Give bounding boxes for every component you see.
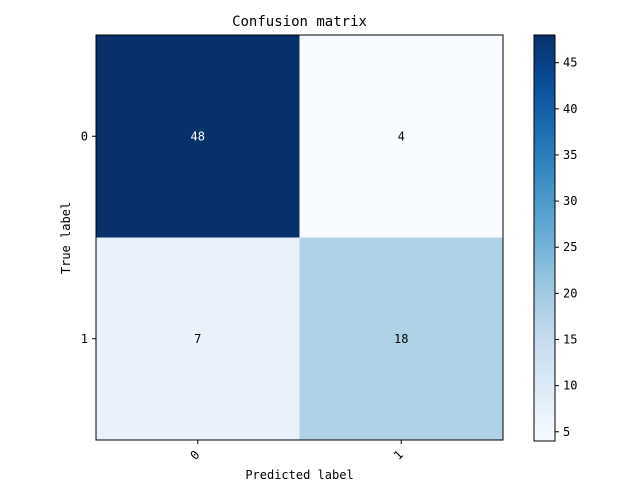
heatmap-cell-1-0 [96,237,300,441]
y-axis-label: True label [59,202,73,274]
heatmap-cell-labels: 48 4 7 18 [191,129,409,346]
colorbar-tick-label-2: 15 [563,333,577,347]
colorbar-tick-label-6: 35 [563,148,577,162]
cell-value-1-1: 18 [394,332,408,346]
colorbar-tick-label-1: 10 [563,379,577,393]
colorbar-tick-label-5: 30 [563,194,577,208]
y-axis-ticks: 01 [81,129,96,346]
colorbar-tick-label-3: 20 [563,286,577,300]
colorbar-tick-label-8: 45 [563,56,577,70]
heatmap-cell-1-1 [299,237,504,441]
colorbar-ticks: 5 10 15 20 25 30 35 40 45 [555,56,577,439]
chart-title: Confusion matrix [232,14,367,30]
colorbar-tick-label-4: 25 [563,240,577,254]
x-tick-label-0: 0 [187,448,202,463]
plot-frame [95,34,504,441]
colorbar-frame [533,34,556,442]
x-tick-label-1: 1 [391,448,406,463]
colorbar-tick-label-7: 40 [563,102,577,116]
cell-value-0-1: 4 [398,129,405,143]
colorbar-tick-label-0: 5 [563,425,570,439]
cell-value-0-0: 48 [191,129,205,143]
x-axis-label: Predicted label [245,468,353,480]
heatmap-cell-0-0 [96,35,300,238]
heatmap-cell-0-1 [299,35,504,238]
cell-value-1-0: 7 [194,332,201,346]
y-tick-label-0: 0 [81,129,88,143]
heatmap-cells [96,35,504,441]
y-tick-label-1: 1 [81,332,88,346]
colorbar-gradient [534,35,555,441]
